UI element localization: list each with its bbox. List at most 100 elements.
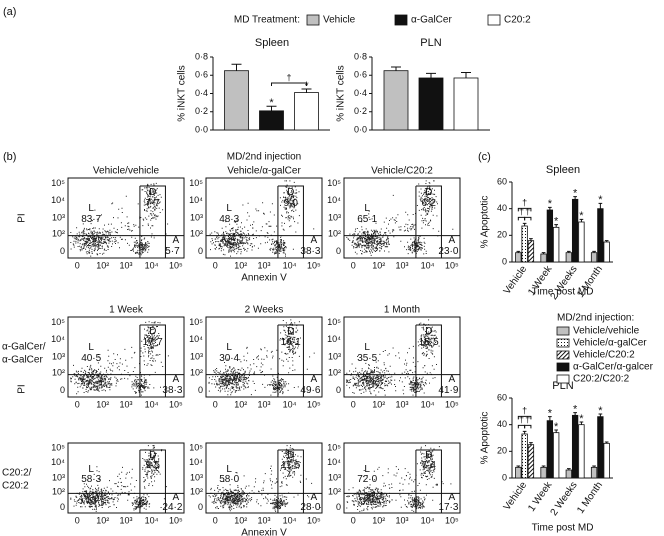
bar — [603, 442, 610, 479]
gate-percent: 30·4 — [219, 353, 239, 364]
y-tick-label: 0·0 — [354, 124, 367, 134]
y-axis-label: % iNKT cells — [336, 65, 347, 122]
x-tick-label: 10⁵ — [307, 399, 321, 409]
error-bar — [604, 240, 609, 242]
y-tick-label: 0·0 — [195, 124, 208, 134]
legend-swatch — [556, 326, 570, 336]
flow-subtitle: MD/2nd injection — [227, 152, 301, 163]
legend-swatch — [394, 14, 408, 26]
x-tick-label: 0 — [213, 399, 218, 409]
y-tick-label: 10² — [52, 486, 65, 496]
bar — [590, 252, 598, 263]
significance-bracket — [524, 424, 532, 429]
gate-name: D — [149, 187, 156, 198]
gate-name: A — [311, 492, 318, 503]
bar — [540, 466, 547, 479]
gate-percent: 65·1 — [357, 214, 377, 225]
x-tick-label: 10² — [96, 260, 109, 270]
error-bar — [529, 442, 533, 445]
gate-name: D — [287, 187, 294, 198]
legend-swatch — [487, 14, 501, 26]
gate-name: L — [364, 464, 370, 475]
quadrant-gate — [206, 185, 322, 258]
quadrant-gate — [206, 324, 322, 397]
bar — [578, 221, 585, 263]
x-axis-label: Time post MD — [532, 523, 594, 534]
gate-percent: 58·3 — [81, 474, 101, 485]
gate-percent: 49·6 — [300, 385, 320, 396]
y-tick-label: 10² — [328, 367, 341, 377]
x-tick-label: 10² — [234, 260, 247, 270]
error-bar — [516, 250, 521, 253]
significance-bracket — [524, 216, 532, 221]
row-label: C20:2/ — [2, 468, 32, 479]
panel-label: (c) — [478, 151, 491, 163]
y-tick-label: 40 — [497, 419, 507, 429]
error-bar — [566, 250, 571, 253]
plot-title: Vehicle/C20:2 — [371, 166, 433, 177]
bar — [578, 424, 585, 479]
y-tick-label: 10⁵ — [189, 442, 203, 452]
bar — [294, 92, 319, 131]
x-tick-label: 10² — [372, 515, 385, 525]
legend-swatch — [306, 14, 320, 26]
legend-label: α-GalCer — [411, 15, 452, 26]
x-tick-label: 10⁵ — [445, 515, 459, 525]
bar — [565, 252, 572, 263]
significance-mark: * — [548, 198, 553, 210]
y-tick-label: 0·8 — [354, 51, 367, 61]
significance-mark: † — [519, 415, 524, 425]
bar — [515, 252, 522, 263]
bar — [521, 225, 528, 263]
x-tick-label: 10⁵ — [169, 260, 183, 270]
cytometry-events — [208, 319, 315, 396]
bar — [515, 466, 522, 479]
gate-percent: 83·7 — [81, 214, 101, 225]
y-tick-label: 10⁵ — [51, 317, 65, 327]
cytometry-events — [346, 319, 440, 396]
bar — [521, 433, 528, 479]
bar — [597, 208, 604, 263]
y-tick-label: 10⁵ — [327, 317, 341, 327]
chart-title: Spleen — [255, 37, 289, 49]
y-tick-label: 20 — [497, 230, 507, 240]
legend-label: α-GalCer/α-galcer — [573, 362, 654, 373]
x-tick-label: 10⁴ — [145, 260, 159, 270]
gate-percent: 58·0 — [219, 474, 239, 485]
quadrant-gate — [68, 449, 184, 513]
bar — [565, 469, 572, 479]
bar — [383, 70, 409, 131]
bar — [259, 110, 284, 131]
x-tick-label: 1 Month — [575, 480, 605, 516]
x-tick-label: 0 — [351, 399, 356, 409]
y-tick-label: 0·2 — [354, 106, 367, 116]
significance-mark: † — [286, 72, 291, 82]
y-tick-label: 60 — [497, 392, 507, 402]
y-tick-label: 0 — [336, 246, 341, 256]
y-axis-label: % iNKT cells — [177, 65, 188, 122]
x-axis-label: Annexin V — [241, 528, 287, 536]
gate-percent: 17·7 — [143, 337, 163, 348]
y-tick-label: 10⁴ — [189, 195, 203, 205]
significance-mark: † — [519, 207, 524, 217]
legend-label: C20:2 — [504, 15, 531, 26]
gate-name: D — [425, 187, 432, 198]
y-tick-label: 10⁴ — [189, 334, 203, 344]
row-label: α-GalCer/ — [2, 342, 46, 353]
bar — [571, 414, 579, 479]
x-tick-label: 10⁴ — [421, 260, 435, 270]
x-tick-label: 10³ — [395, 399, 408, 409]
x-tick-label: 10³ — [119, 515, 132, 525]
cytometry-events — [70, 445, 167, 512]
y-tick-label: 0 — [60, 246, 65, 256]
significance-bracket — [517, 216, 526, 221]
y-tick-label: 40 — [497, 203, 507, 213]
error-bar — [548, 416, 552, 421]
y-tick-label: 10⁴ — [189, 457, 203, 467]
significance-mark: * — [573, 188, 578, 200]
significance-mark: † — [522, 406, 527, 416]
gate-name: L — [226, 342, 232, 353]
x-tick-label: 10⁴ — [283, 515, 297, 525]
gate-percent: 48·3 — [219, 214, 239, 225]
